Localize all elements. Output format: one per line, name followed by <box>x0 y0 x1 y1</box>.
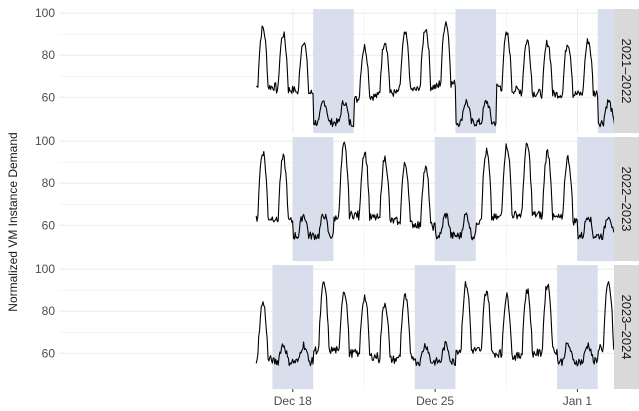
panel-background <box>59 265 614 389</box>
y-tick-label: 80 <box>42 176 56 190</box>
chart-panels: 60 80 100 2021–2022 60 80 100 2022–2023 60 80 100 2… <box>35 6 639 389</box>
panel-1: 60 80 100 2021–2022 <box>35 6 639 133</box>
demand-series-line <box>255 141 639 241</box>
facet-strip <box>614 137 639 261</box>
weekend-band <box>292 137 334 261</box>
facet-strip-label: 2023–2024 <box>619 294 634 359</box>
panel-background <box>59 137 614 261</box>
x-tick-label: Jan 1 <box>563 394 593 408</box>
facet-strip-label: 2021–2022 <box>619 38 634 103</box>
y-tick-label: 80 <box>42 48 56 62</box>
facet-strip-label: 2022–2023 <box>619 166 634 231</box>
demand-series-line <box>255 281 639 367</box>
weekend-band <box>414 265 456 389</box>
y-tick-label: 100 <box>35 134 55 148</box>
facet-strip <box>614 265 639 389</box>
y-tick-label: 100 <box>35 262 55 276</box>
x-tick-label: Dec 18 <box>274 394 312 408</box>
y-axis-title: Normalized VM Instance Demand <box>6 132 20 311</box>
weekend-band <box>577 137 614 261</box>
demand-series-line <box>255 21 639 128</box>
panel-2: 60 80 100 2022–2023 <box>35 134 639 261</box>
y-tick-label: 60 <box>42 218 56 232</box>
x-tick-label: Dec 25 <box>416 394 454 408</box>
weekend-band <box>272 265 314 389</box>
weekend-band <box>557 265 598 389</box>
weekend-band <box>435 137 476 261</box>
y-tick-label: 100 <box>35 6 55 20</box>
y-tick-label: 60 <box>42 90 56 104</box>
facet-strip <box>614 9 639 133</box>
weekend-band <box>455 9 497 133</box>
y-tick-label: 80 <box>42 304 56 318</box>
panel-3: 60 80 100 2023–2024 <box>35 262 639 389</box>
weekend-band <box>597 9 614 133</box>
y-tick-label: 60 <box>42 346 56 360</box>
